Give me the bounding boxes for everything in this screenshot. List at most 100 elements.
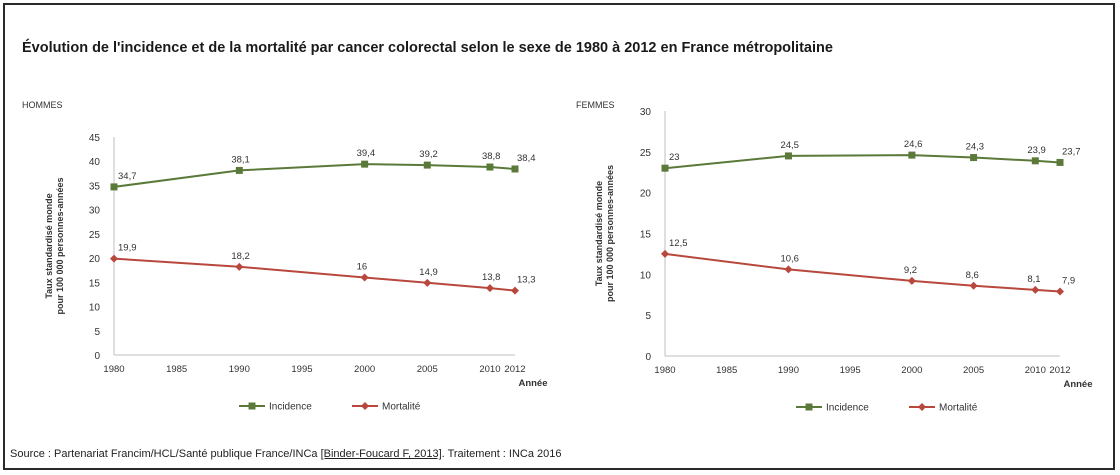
y-tick-label: 15 — [640, 230, 652, 241]
mortalite-data-label: 10,6 — [780, 253, 799, 264]
x-tick-label: 2000 — [901, 365, 922, 376]
mortalite-data-label: 13,3 — [517, 275, 536, 286]
y-tick-label: 20 — [89, 254, 101, 265]
y-tick-label: 0 — [645, 352, 651, 363]
mortalite-point — [907, 276, 916, 285]
x-tick-label: 1990 — [778, 365, 799, 376]
incidence-point — [1056, 158, 1064, 166]
y-axis-title-line: pour 100 000 personnes-années — [605, 165, 615, 302]
source-note: Source : Partenariat Francim/HCL/Santé p… — [10, 448, 562, 460]
incidence-data-label: 23 — [669, 152, 680, 163]
incidence-data-label: 34,7 — [118, 171, 137, 182]
mortalite-data-label: 7,9 — [1062, 275, 1075, 286]
mortalite-point — [661, 249, 669, 258]
incidence-data-label: 24,3 — [966, 142, 985, 153]
mortalite-line — [664, 252, 1061, 293]
x-tick-label: 1980 — [103, 364, 124, 375]
x-tick-label: 2012 — [1049, 365, 1070, 376]
y-tick-label: 40 — [89, 157, 101, 168]
y-tick-label: 30 — [89, 206, 101, 217]
incidence-point — [423, 161, 431, 169]
chart-hommes: HOMMES 0 5 10 15 20 25 30 35 40 45 Taux standardisé… — [22, 100, 548, 413]
y-axis-title-line: Taux standardisé monde — [594, 181, 604, 286]
mortalite-point — [423, 278, 432, 287]
incidence-data-label: 38,4 — [517, 153, 536, 164]
x-tick-label: 1985 — [166, 364, 187, 375]
y-tick-label: 10 — [89, 303, 101, 314]
mortalite-data-label: 8,1 — [1027, 274, 1040, 285]
mortalite-data-label: 12,5 — [669, 238, 688, 249]
incidence-legend-marker — [248, 402, 256, 410]
y-axis-title-line: pour 100 000 personnes-années — [55, 177, 65, 314]
x-axis-title: Année — [1063, 379, 1092, 390]
x-tick-label: 2000 — [354, 364, 375, 375]
mortalite-point — [784, 265, 793, 274]
panel-label: FEMMES — [576, 100, 615, 110]
source-suffix: . Traitement : INCa 2016 — [441, 448, 562, 460]
mortalite-point — [511, 286, 519, 295]
incidence-data-label: 24,6 — [904, 139, 923, 150]
mortalite-point — [485, 284, 494, 293]
mortalite-data-label: 19,9 — [118, 243, 137, 254]
mortalite-legend-label: Mortalité — [939, 403, 978, 414]
mortalite-line — [113, 257, 516, 292]
incidence-point — [784, 152, 792, 160]
chart-femmes: FEMMES 0 5 10 15 20 25 30 Taux standardisé monde… — [576, 100, 1093, 414]
incidence-line — [664, 154, 1061, 170]
mortalite-data-label: 13,8 — [482, 272, 501, 283]
mortalite-point — [969, 281, 978, 290]
incidence-line — [113, 163, 516, 188]
y-tick-label: 35 — [89, 181, 101, 192]
mortalite-point — [235, 262, 244, 271]
incidence-data-label: 23,9 — [1027, 145, 1046, 156]
y-tick-label: 25 — [640, 148, 652, 159]
mortalite-data-label: 9,2 — [904, 265, 917, 276]
y-tick-label: 5 — [645, 311, 651, 322]
mortalite-data-label: 18,2 — [231, 251, 250, 262]
source-prefix: Source : Partenariat Francim/HCL/Santé p… — [10, 448, 321, 460]
incidence-legend-marker — [805, 403, 813, 411]
mortalite-point — [110, 254, 118, 263]
incidence-point — [486, 163, 494, 171]
x-tick-label: 2012 — [504, 364, 525, 375]
x-tick-label: 1990 — [229, 364, 250, 375]
incidence-data-label: 38,8 — [482, 151, 501, 162]
mortalite-data-label: 8,6 — [966, 270, 979, 281]
incidence-point — [908, 151, 916, 159]
incidence-point — [661, 164, 669, 172]
incidence-legend-label: Incidence — [269, 402, 312, 413]
x-tick-label: 1995 — [840, 365, 861, 376]
incidence-data-label: 39,4 — [357, 148, 376, 159]
incidence-point — [1031, 157, 1039, 165]
mortalite-legend-marker — [918, 403, 926, 411]
incidence-legend-label: Incidence — [826, 403, 869, 414]
y-tick-label: 10 — [640, 270, 652, 281]
y-tick-label: 0 — [94, 351, 100, 362]
incidence-point — [970, 154, 978, 162]
mortalite-legend-label: Mortalité — [382, 402, 421, 413]
mortalite-point — [1056, 287, 1064, 296]
y-tick-label: 5 — [94, 327, 100, 338]
incidence-data-label: 39,2 — [419, 149, 438, 160]
incidence-data-label: 24,5 — [780, 140, 799, 151]
x-tick-label: 1985 — [716, 365, 737, 376]
x-tick-label: 2010 — [479, 364, 500, 375]
y-axis-title: Taux standardisé mondepour 100 000 perso… — [594, 165, 615, 302]
incidence-point — [361, 160, 369, 168]
y-axis-title-line: Taux standardisé monde — [44, 193, 54, 298]
panel-label: HOMMES — [22, 100, 63, 110]
y-tick-label: 45 — [89, 133, 101, 144]
y-tick-label: 25 — [89, 230, 101, 241]
figure-title: Évolution de l'incidence et de la mortal… — [22, 40, 833, 56]
y-tick-label: 30 — [640, 107, 652, 118]
x-tick-label: 1980 — [654, 365, 675, 376]
x-tick-label: 2005 — [963, 365, 984, 376]
mortalite-data-label: 14,9 — [419, 267, 438, 278]
mortalite-data-label: 16 — [357, 261, 368, 272]
incidence-point — [235, 166, 243, 174]
x-axis-title: Année — [518, 378, 547, 389]
mortalite-point — [1031, 285, 1040, 294]
y-tick-label: 15 — [89, 278, 101, 289]
x-tick-label: 1995 — [291, 364, 312, 375]
source-reference[interactable]: [Binder-Foucard F, 2013] — [320, 448, 442, 460]
